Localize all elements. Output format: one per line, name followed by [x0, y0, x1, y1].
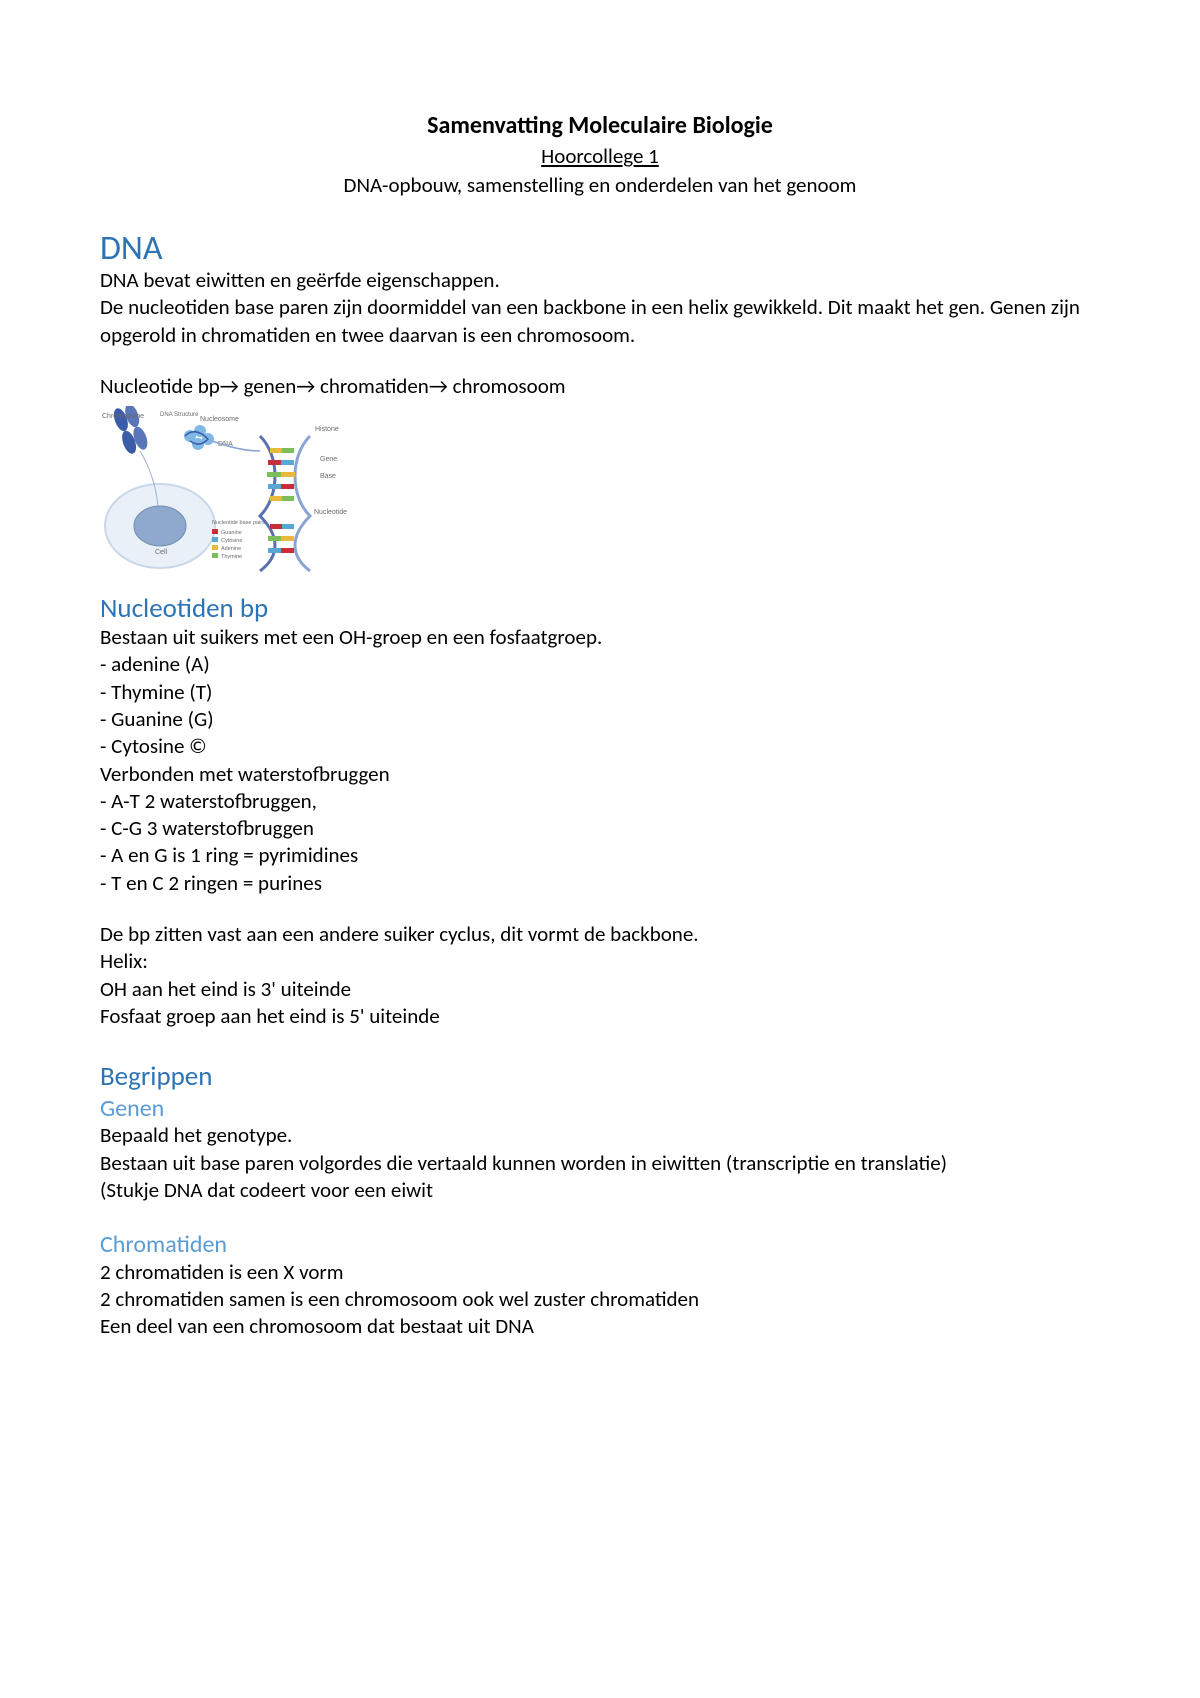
nucleotide-item: - adenine (A): [100, 651, 1100, 678]
bond-item: - T en C 2 ringen = purines: [100, 870, 1100, 897]
spacer: [100, 1204, 1100, 1228]
svg-text:Thymine: Thymine: [221, 554, 242, 560]
figure-title-label: DNA Structure: [160, 412, 199, 418]
chromatiden-line: 2 chromatiden is een X vorm: [100, 1259, 1100, 1286]
svg-text:Guanine: Guanine: [221, 530, 242, 536]
figure-legend: Nucleotide base pairs Guanine Cytosine A…: [212, 520, 265, 560]
nucleotides-intro: Bestaan uit suikers met een OH-groep en …: [100, 624, 1100, 651]
svg-text:Adenine: Adenine: [221, 546, 241, 552]
helix-label: Helix:: [100, 948, 1100, 975]
doc-subtitle: DNA-opbouw, samenstelling en onderdelen …: [100, 172, 1100, 199]
base-label: Base: [320, 473, 336, 480]
spacer: [100, 897, 1100, 921]
nucleotide-label: Nucleotide: [314, 509, 347, 516]
gene-label: Gene: [320, 456, 337, 463]
dna-structure-svg: DNA Structure Cell Chromosome: [100, 406, 360, 586]
nucleus-shape: [134, 506, 186, 546]
nucleotide-item: - Cytosine ©: [100, 733, 1100, 760]
dna-paragraph-1: DNA bevat eiwitten en geërfde eigenschap…: [100, 267, 1100, 294]
dna-paragraph-2: De nucleotiden base paren zijn doormidde…: [100, 294, 1100, 349]
bond-intro: Verbonden met waterstofbruggen: [100, 761, 1100, 788]
nucleosome-label: Nucleosome: [200, 416, 239, 423]
helix-line-2: Fosfaat groep aan het eind is 5' uiteind…: [100, 1003, 1100, 1030]
helix-line-1: OH aan het eind is 3' uiteinde: [100, 976, 1100, 1003]
heading-genen: Genen: [100, 1096, 1100, 1122]
lecture-title: Hoorcollege 1: [100, 143, 1100, 170]
chromatiden-line: Een deel van een chromosoom dat bestaat …: [100, 1313, 1100, 1340]
backbone-line: De bp zitten vast aan een andere suiker …: [100, 921, 1100, 948]
nucleosome-icon: [184, 425, 214, 450]
dna-helix-icon: [260, 436, 310, 571]
genen-line: (Stukje DNA dat codeert voor een eiwit: [100, 1177, 1100, 1204]
dna-chain: Nucleotide bp→ genen→ chromatiden→ chrom…: [100, 373, 1100, 400]
doc-title: Samenvatting Moleculaire Biologie: [100, 110, 1100, 141]
nucleotide-item: - Thymine (T): [100, 679, 1100, 706]
chromatiden-line: 2 chromatiden samen is een chromosoom oo…: [100, 1286, 1100, 1313]
document-page: Samenvatting Moleculaire Biologie Hoorco…: [0, 0, 1200, 1420]
bond-item: - A-T 2 waterstofbruggen,: [100, 788, 1100, 815]
dna-structure-figure: DNA Structure Cell Chromosome: [100, 406, 360, 586]
bond-item: - C-G 3 waterstofbruggen: [100, 815, 1100, 842]
histone-label: Histone: [315, 426, 339, 433]
svg-text:Cytosine: Cytosine: [221, 538, 242, 544]
genen-line: Bepaald het genotype.: [100, 1122, 1100, 1149]
heading-dna: DNA: [100, 230, 1100, 267]
heading-nucleotides: Nucleotiden bp: [100, 594, 1100, 624]
svg-text:Nucleotide base pairs: Nucleotide base pairs: [212, 520, 265, 526]
spacer: [100, 349, 1100, 373]
spacer: [100, 1030, 1100, 1054]
cell-label: Cell: [155, 549, 168, 556]
heading-begrippen: Begrippen: [100, 1062, 1100, 1092]
bond-item: - A en G is 1 ring = pyrimidines: [100, 842, 1100, 869]
nucleotide-item: - Guanine (G): [100, 706, 1100, 733]
genen-line: Bestaan uit base paren volgordes die ver…: [100, 1150, 1100, 1177]
heading-chromatiden: Chromatiden: [100, 1232, 1100, 1258]
chromosome-label: Chromosome: [102, 413, 144, 420]
